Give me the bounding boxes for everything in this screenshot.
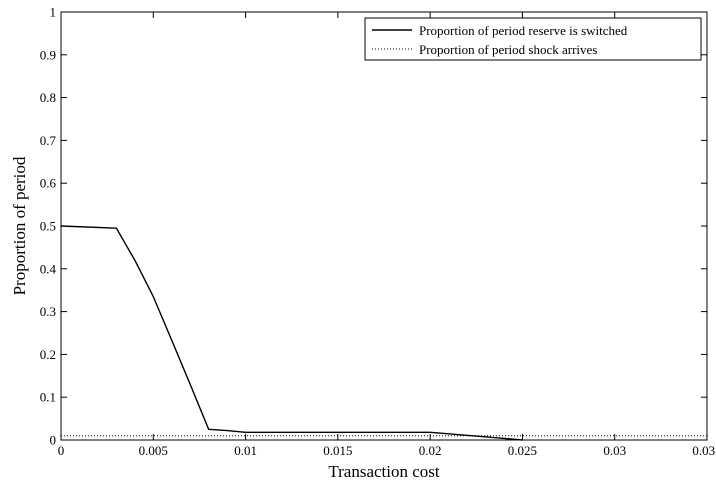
y-tick-label: 0.8 [40,90,56,105]
y-tick-label: 0.4 [40,261,57,276]
x-tick-label: 0.03 [603,443,626,458]
x-tick-label: 0.015 [323,443,352,458]
x-tick-label: 0.01 [234,443,257,458]
x-tick-label: 0 [58,443,65,458]
series-layer [60,225,707,441]
y-tick-label: 0.6 [40,176,57,191]
y-axis-title: Proportion of period [10,156,29,295]
y-tick-label: 0.9 [40,47,56,62]
y-tick-label: 0 [50,433,57,448]
x-tick-label: 0.02 [419,443,442,458]
legend: Proportion of period reserve is switched… [364,17,702,61]
plot-area [60,11,708,441]
y-tick-label: 0.1 [40,390,56,405]
legend-label-series-2: Proportion of period shock arrives [419,42,597,57]
y-tick-label: 0.2 [40,347,56,362]
x-axis-title: Transaction cost [328,462,440,481]
y-tick-label: 0.7 [40,133,57,148]
x-tick-label: 0.035 [692,443,716,458]
axis-ticks: 0 0.005 0.01 0.015 0.02 0.025 0.03 0.035 0 0.1 0.2… [40,5,716,459]
x-tick-label: 0.005 [139,443,168,458]
y-tick-label: 1 [50,5,57,20]
x-tick-label: 0.025 [508,443,537,458]
y-tick-label: 0.3 [40,304,56,319]
y-tick-label: 0.5 [40,219,56,234]
series-line-1 [60,225,523,441]
legend-label-series-1: Proportion of period reserve is switched [419,23,628,38]
legend-box [364,17,702,61]
